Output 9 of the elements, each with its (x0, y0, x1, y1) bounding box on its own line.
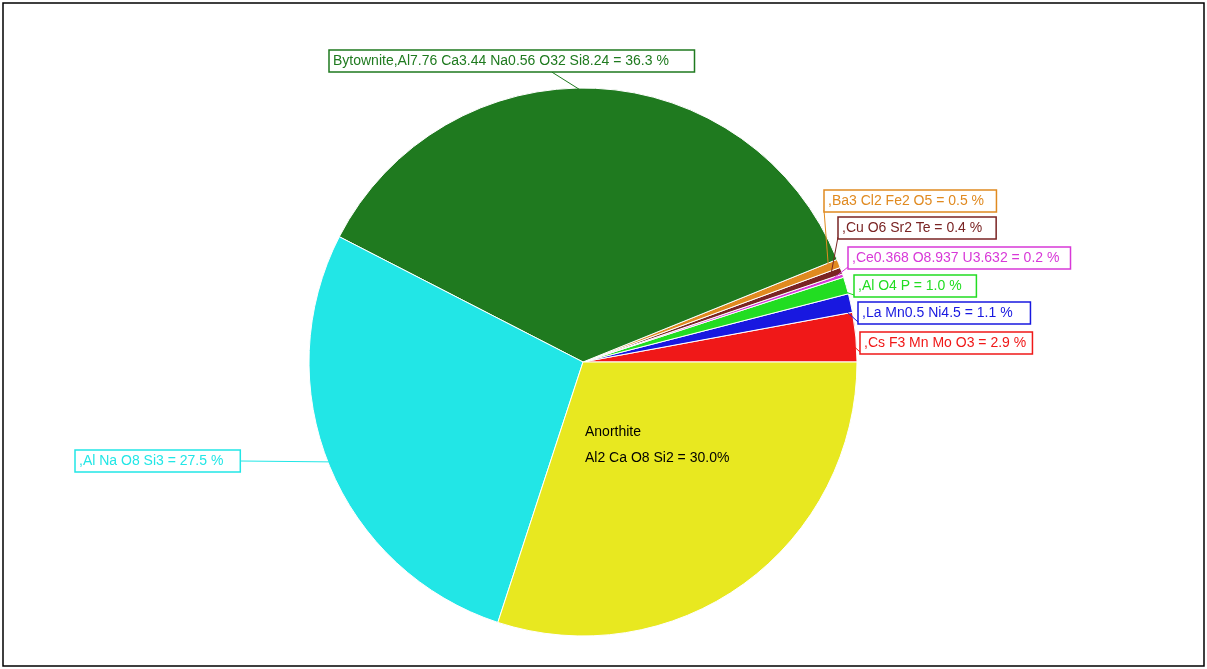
slice-label: ,La Mn0.5 Ni4.5 = 1.1 % (862, 304, 1013, 320)
slice-label: ,Ba3 Cl2 Fe2 O5 = 0.5 % (828, 192, 985, 208)
slice-label: Anorthite Al2 Ca O8 Si2 = 30.0% (585, 423, 730, 465)
slice-label: Bytownite,Al7.76 Ca3.44 Na0.56 O32 Si8.24 = 36.3 % (333, 52, 669, 68)
slice-label: ,Al O4 P = 1.0 % (858, 277, 962, 293)
slice-label: ,Cu O6 Sr2 Te = 0.4 % (842, 219, 983, 235)
slice-label: ,Al Na O8 Si3 = 27.5 % (79, 452, 224, 468)
slice-label: ,Cs F3 Mn Mo O3 = 2.9 % (864, 334, 1027, 350)
slice-label: ,Ce0.368 O8.937 U3.632 = 0.2 % (852, 249, 1060, 265)
